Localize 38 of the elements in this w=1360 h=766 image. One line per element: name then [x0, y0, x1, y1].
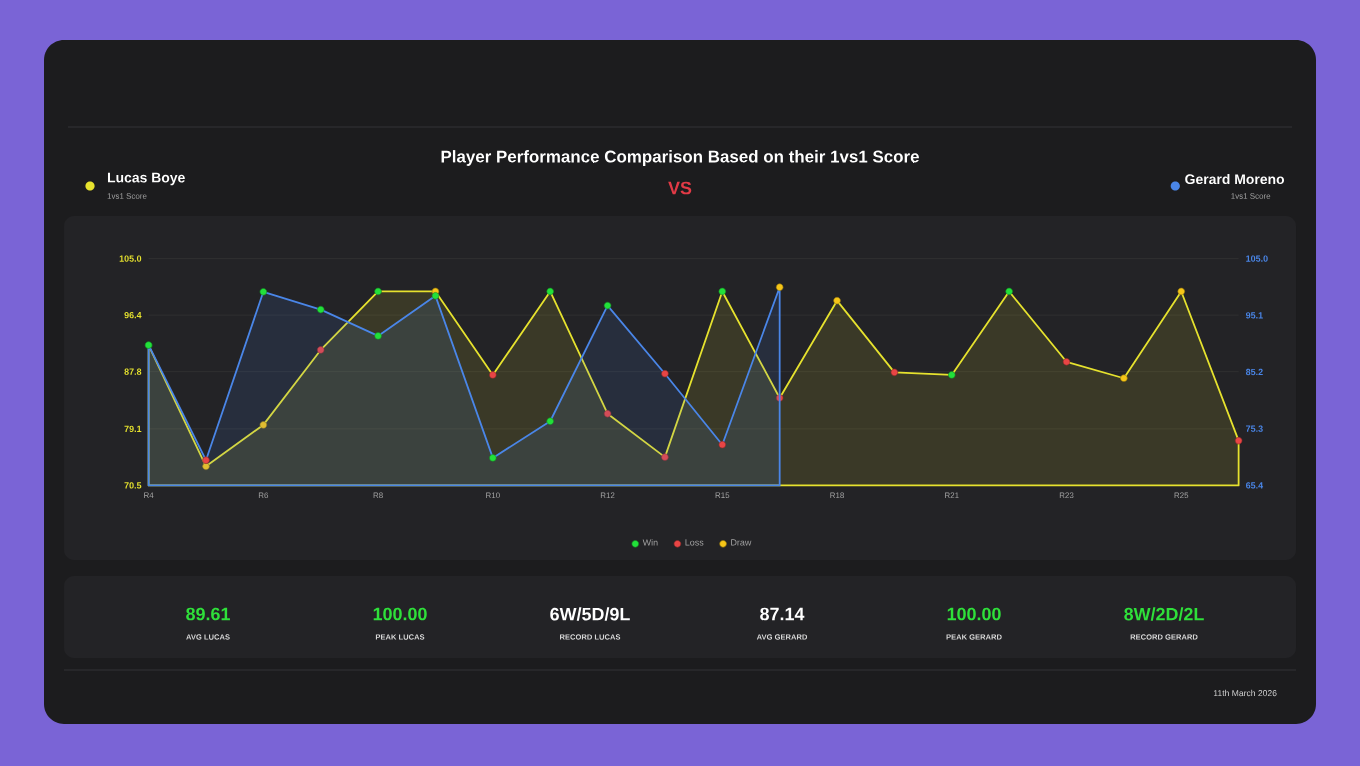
text: VS: [668, 181, 692, 195]
point: [202, 462, 210, 471]
point: [948, 371, 956, 379]
point: [775, 283, 784, 291]
text: 89.61: [186, 607, 230, 621]
point: [833, 296, 841, 305]
point: [374, 332, 382, 340]
point: [546, 287, 554, 296]
point: [1005, 287, 1013, 296]
point: [661, 370, 669, 378]
point: [489, 371, 497, 379]
point: [374, 287, 382, 296]
point: [718, 287, 726, 296]
point: [259, 288, 268, 296]
point: [661, 453, 669, 461]
point: [775, 394, 784, 402]
point: [1234, 437, 1243, 445]
text: 100.00: [947, 607, 1001, 621]
text: 8W/2D/2L: [1124, 607, 1204, 621]
point: [546, 417, 554, 425]
point: [489, 454, 497, 462]
point: [317, 305, 325, 314]
point: [259, 421, 268, 429]
point: [1120, 374, 1128, 382]
point: [144, 341, 153, 349]
point: [603, 301, 612, 310]
text: 100.00: [373, 607, 427, 621]
point: [890, 368, 899, 377]
point: [603, 410, 612, 418]
point: [1062, 358, 1071, 366]
chart-title: Player Performance Comparison Based on their 1vs1 Score: [441, 150, 919, 166]
point: [202, 456, 210, 464]
text: 6W/5D/9L: [550, 607, 630, 621]
point: [431, 292, 440, 300]
text: 87.14: [760, 607, 805, 621]
point: [1177, 287, 1185, 296]
point: [718, 441, 726, 449]
point: [317, 346, 325, 354]
